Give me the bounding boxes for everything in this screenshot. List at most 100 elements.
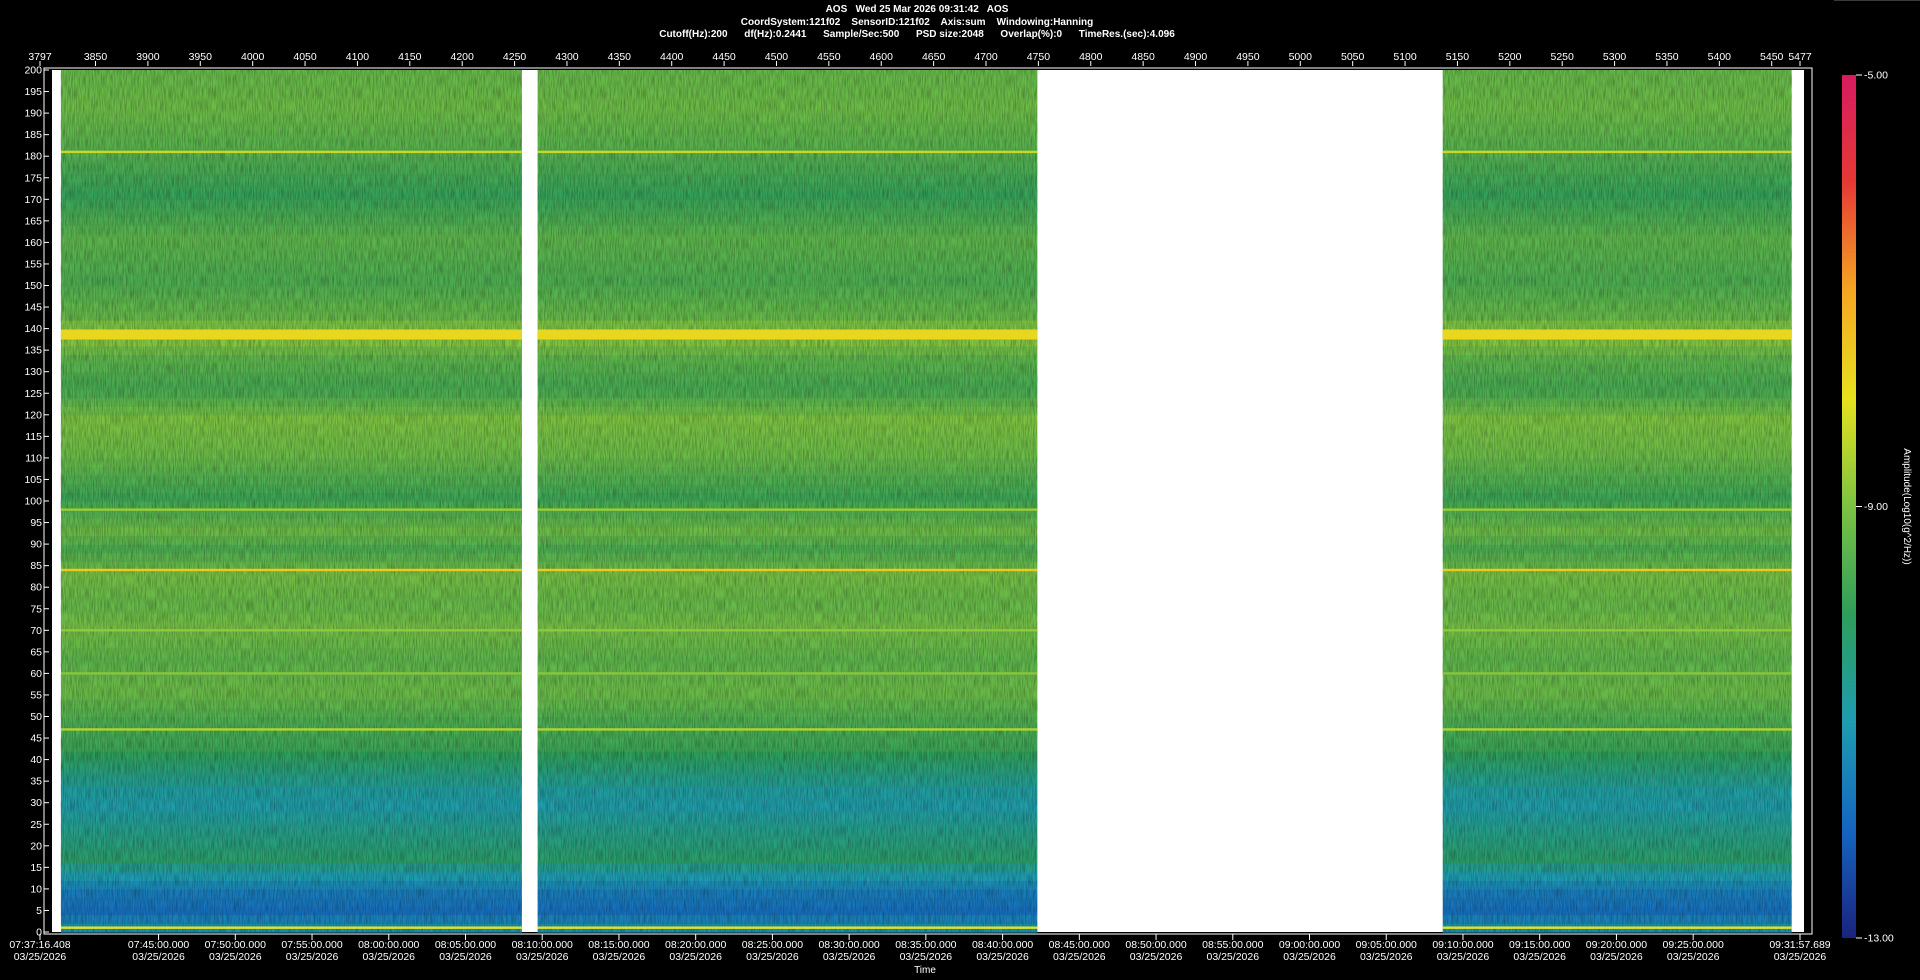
top-axis-label: 4950	[1236, 51, 1260, 63]
frequency-band-line	[1442, 329, 1792, 340]
x-axis-time-label: 09:05:00.000	[1356, 939, 1417, 951]
y-axis-label: 85	[30, 560, 42, 572]
y-axis-label: 140	[24, 323, 42, 335]
segment-noise-1	[60, 70, 522, 932]
y-axis: 0 5 10 15 20 25 30 35 40 45 50 55 60 65 70 75 80 85 90 95 10…	[24, 65, 49, 939]
y-axis-label: 20	[30, 840, 42, 852]
window-top-line	[1834, 0, 1920, 1]
top-axis-label: 4200	[451, 51, 475, 63]
y-axis-label: 190	[24, 108, 42, 120]
top-axis-label: 4100	[346, 51, 370, 63]
x-axis-time-label: 07:45:00.000	[128, 939, 189, 951]
frequency-band-line	[1442, 508, 1792, 511]
x-axis: 07:37:16.40803/25/202607:45:00.00003/25/…	[9, 934, 1831, 976]
frequency-band-line	[1442, 150, 1792, 154]
x-axis-date-label: 03/25/2026	[14, 951, 67, 963]
y-axis-label: 40	[30, 754, 42, 766]
top-axis-label: 3950	[189, 51, 213, 63]
y-axis-label: 25	[30, 819, 42, 831]
x-axis-time-label: 08:10:00.000	[512, 939, 573, 951]
top-axis-label: 4250	[503, 51, 527, 63]
x-axis-time-label: 08:40:00.000	[972, 939, 1033, 951]
colorbar-gradient-bar	[1842, 75, 1856, 938]
y-axis-label: 10	[30, 883, 42, 895]
x-axis-date-label: 03/25/2026	[1130, 951, 1183, 963]
y-axis-label: 80	[30, 582, 42, 594]
y-axis-label: 15	[30, 862, 42, 874]
y-axis-label: 185	[24, 129, 42, 141]
x-axis-date-label: 03/25/2026	[1513, 951, 1566, 963]
y-axis-label: 110	[25, 452, 42, 464]
top-axis-label: 5400	[1708, 51, 1732, 63]
y-axis-label: 160	[24, 237, 42, 249]
top-axis-label: 5000	[1289, 51, 1313, 63]
y-axis-label: 0	[36, 927, 42, 939]
x-axis-date-label: 03/25/2026	[1053, 951, 1106, 963]
frequency-band-line	[1442, 568, 1792, 572]
y-axis-label: 175	[24, 172, 42, 184]
y-axis-label: 70	[30, 625, 42, 637]
frequency-band-line	[60, 329, 522, 340]
top-axis-label: 3850	[84, 51, 108, 63]
top-axis-label: 4300	[555, 51, 579, 63]
top-axis-label: 4650	[922, 51, 946, 63]
top-axis-label: 4150	[398, 51, 422, 63]
top-axis-label: 5250	[1551, 51, 1575, 63]
top-axis: 3797 3850 3900 3950 4000 4050 4100 4150 4200 4250…	[28, 51, 1812, 66]
frequency-band-line	[60, 629, 522, 632]
noise-texture	[60, 70, 1792, 932]
top-axis-label: 4700	[974, 51, 998, 63]
x-axis-date-label: 03/25/2026	[1360, 951, 1413, 963]
x-axis-time-label: 08:30:00.000	[818, 939, 879, 951]
y-axis-label: 155	[24, 258, 42, 270]
frequency-band-line	[60, 508, 522, 511]
y-axis-label: 115	[25, 431, 42, 443]
x-axis-date-label: 03/25/2026	[1667, 951, 1720, 963]
x-axis-date-label: 03/25/2026	[132, 951, 185, 963]
x-axis-date-label: 03/25/2026	[286, 951, 339, 963]
frequency-band-line	[60, 568, 522, 572]
x-axis-time-label: 09:00:00.000	[1279, 939, 1340, 951]
frequency-band-line	[1442, 728, 1792, 731]
frequency-band-line	[60, 150, 522, 154]
y-axis-label: 130	[24, 366, 42, 378]
top-axis-label: 4800	[1079, 51, 1103, 63]
x-axis-time-label: 08:05:00.000	[435, 939, 496, 951]
x-axis-time-label: 09:20:00.000	[1586, 939, 1647, 951]
top-axis-label: 5050	[1341, 51, 1365, 63]
top-axis-label: 5100	[1393, 51, 1417, 63]
y-axis-label: 145	[24, 302, 42, 314]
top-axis-label: 4350	[608, 51, 632, 63]
frequency-band-line	[537, 728, 1038, 731]
colorbar: -5.00 -9.00 -13.00 Amplitude(Log10(g^2/Hz))	[1842, 70, 1912, 945]
y-axis-label: 120	[24, 409, 42, 421]
x-axis-time-label: 08:45:00.000	[1049, 939, 1110, 951]
top-axis-label: 5200	[1498, 51, 1522, 63]
y-axis-label: 200	[24, 65, 42, 77]
colorbar-label: -9.00	[1864, 501, 1888, 513]
x-axis-time-label: 07:50:00.000	[205, 939, 266, 951]
frequency-band-line	[537, 926, 1038, 929]
y-axis-label: 165	[24, 215, 42, 227]
x-axis-title: Time	[914, 965, 936, 976]
x-axis-date-label: 03/25/2026	[1774, 951, 1827, 963]
y-axis-label: 65	[30, 646, 42, 658]
x-axis-date-label: 03/25/2026	[746, 951, 799, 963]
y-axis-label: 100	[24, 496, 42, 508]
frequency-band-line	[537, 150, 1038, 154]
x-axis-date-label: 03/25/2026	[1590, 951, 1643, 963]
y-axis-label: 180	[24, 151, 42, 163]
frequency-band-line	[537, 329, 1038, 340]
x-axis-date-label: 03/25/2026	[823, 951, 876, 963]
x-axis-time-label: 07:37:16.408	[9, 939, 70, 951]
top-axis-label: 3797	[28, 51, 52, 63]
y-axis-label: 5	[36, 905, 42, 917]
x-axis-date-label: 03/25/2026	[362, 951, 415, 963]
frequency-band-line	[1442, 629, 1792, 632]
x-axis-time-label: 08:50:00.000	[1125, 939, 1186, 951]
y-axis-label: 125	[24, 388, 42, 400]
y-axis-label: 105	[24, 474, 42, 486]
header-title: AOS Wed 25 Mar 2026 09:31:42 AOS	[825, 4, 1009, 15]
frequency-bands	[60, 150, 1792, 929]
